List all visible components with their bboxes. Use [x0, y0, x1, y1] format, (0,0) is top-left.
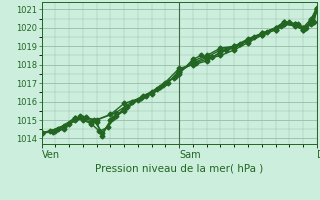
X-axis label: Pression niveau de la mer( hPa ): Pression niveau de la mer( hPa ) — [95, 164, 263, 174]
